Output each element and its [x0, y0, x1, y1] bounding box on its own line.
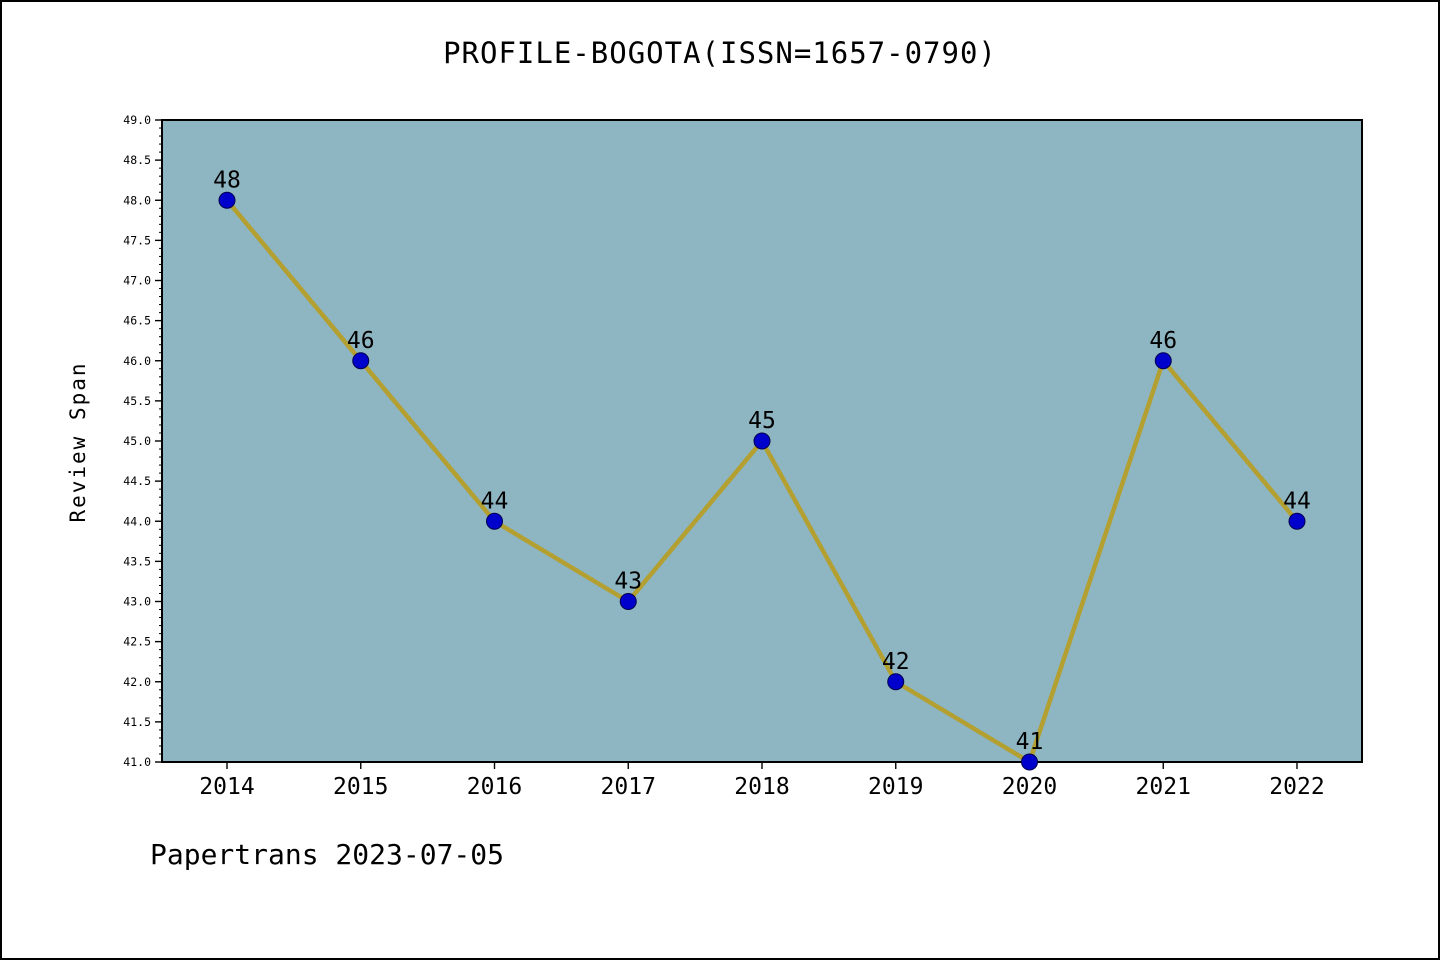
y-tick-label: 45.5 [123, 394, 151, 408]
y-tick-label: 42.0 [123, 675, 151, 689]
data-point-label: 46 [347, 328, 375, 354]
x-tick-label: 2019 [868, 774, 923, 800]
x-tick-label: 2016 [467, 774, 522, 800]
data-point [619, 593, 637, 610]
x-tick-label: 2017 [601, 774, 656, 800]
data-point [352, 352, 370, 370]
x-tick-label: 2014 [199, 774, 254, 800]
y-tick-label: 42.5 [123, 635, 151, 649]
data-point-label: 44 [1283, 488, 1311, 514]
y-tick-label: 43.5 [123, 554, 151, 568]
y-axis-label: Review Span [66, 361, 90, 523]
x-tick-label: 2020 [1002, 774, 1057, 800]
y-tick-label: 46.5 [123, 314, 151, 328]
data-point-label: 43 [614, 569, 642, 595]
data-point-label: 42 [882, 649, 910, 675]
data-point-label: 44 [481, 488, 509, 514]
data-point [218, 191, 236, 209]
data-point [486, 512, 503, 530]
x-tick-label: 2015 [333, 774, 388, 800]
footer-watermark: Papertrans 2023-07-05 [150, 838, 505, 871]
y-tick-label: 46.0 [123, 354, 151, 368]
y-tick-label: 49.0 [123, 113, 151, 127]
y-tick-label: 45.0 [123, 434, 151, 448]
data-point-label: 48 [213, 167, 241, 193]
x-tick-label: 2022 [1269, 774, 1324, 800]
data-point [887, 673, 905, 691]
y-tick-label: 44.0 [123, 514, 151, 528]
data-point [1021, 753, 1038, 771]
data-point-label: 45 [748, 408, 776, 434]
x-tick-label: 2018 [734, 774, 789, 800]
y-tick-label: 44.5 [123, 474, 151, 488]
data-point [1288, 512, 1306, 530]
data-point [753, 432, 771, 450]
y-tick-label: 43.0 [123, 595, 151, 609]
y-tick-label: 48.0 [123, 193, 151, 207]
y-tick-label: 47.5 [123, 233, 151, 247]
y-tick-label: 41.5 [123, 715, 151, 729]
x-tick-label: 2021 [1136, 774, 1191, 800]
y-tick-label: 48.5 [123, 153, 151, 167]
data-point-label: 46 [1149, 328, 1177, 354]
data-point [1154, 352, 1172, 370]
y-tick-label: 41.0 [123, 755, 151, 769]
y-tick-label: 47.0 [123, 274, 151, 288]
chart-title: PROFILE-BOGOTA(ISSN=1657-0790) [443, 36, 997, 70]
data-point-label: 41 [1016, 729, 1044, 755]
